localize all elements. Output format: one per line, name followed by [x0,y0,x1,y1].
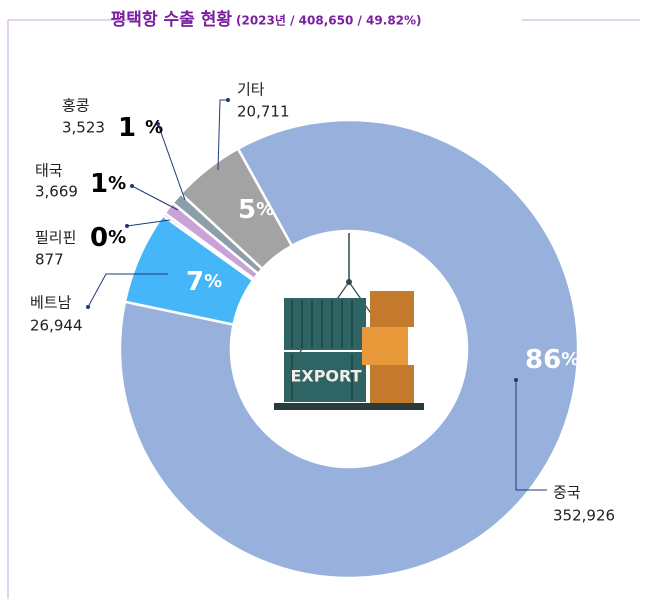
share-label: 7% [186,267,222,297]
leader-dot [226,98,230,102]
category-label: 태국 [35,162,63,180]
category-label: 필리핀 [35,229,76,247]
slice [118,118,580,580]
leader-line [87,273,168,308]
value-label: 877 [35,251,64,269]
leader-line [126,219,171,227]
share-label: 1% [90,169,126,199]
share-label: 5% [238,195,274,225]
export-icon: EXPORT [274,233,424,410]
leader-dot [130,184,134,188]
leader-line [157,123,186,201]
chart-subtitle: (2023년 / 408,650 / 49.82%) [236,14,422,28]
share-label: 86% [525,345,579,375]
leader-dot [125,224,129,228]
value-label: 3,669 [35,183,78,201]
leader-dot [86,305,90,309]
value-label: 3,523 [62,119,105,137]
chart-title: 평택항 수출 현황 [111,9,233,30]
category-label: 기타 [237,81,265,99]
leader-line [515,380,547,491]
donut [118,118,580,580]
leader-dot [514,378,518,382]
category-label: 중국 [553,484,581,502]
share-label: 1 % [118,113,163,143]
value-label: 20,711 [237,103,290,121]
labels: 중국 352,926 86% 베트남 26,944 7% 필리핀 877 0% 태국 3,669 1%… [30,81,615,525]
slice [179,147,294,271]
value-label: 26,944 [30,317,83,335]
leader-line [217,99,228,171]
category-label: 베트남 [30,294,72,312]
value-label: 352,926 [553,507,615,525]
leader-line [131,185,179,211]
category-label: 홍콩 [62,97,90,115]
icon-text: EXPORT [290,367,361,386]
share-label: 0% [90,223,126,253]
leader-dot [156,122,160,126]
